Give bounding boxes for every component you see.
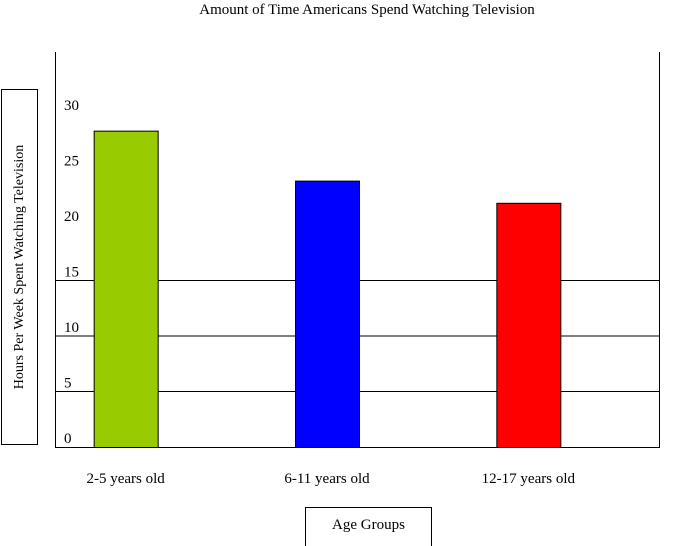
y-tick-labels: 0 5 10 15 20 25 30 (64, 98, 79, 447)
y-axis-label-box: Hours Per Week Spent Watching Television (1, 89, 38, 445)
x-axis-label: Age Groups (305, 507, 432, 546)
y-tick-label: 0 (64, 431, 72, 447)
y-tick-label: 10 (64, 320, 79, 336)
plot-frame (55, 52, 660, 448)
x-tick-label: 6-11 years old (284, 471, 370, 487)
y-tick-label: 20 (64, 209, 79, 225)
x-tick-labels: 2-5 years old 6-11 years old 12-17 years o… (87, 471, 576, 487)
bar (496, 202, 562, 448)
y-tick-label: 30 (64, 98, 79, 114)
x-tick-label: 2-5 years old (87, 471, 166, 487)
bar (295, 180, 360, 448)
chart-title: Amount of Time Americans Spend Watching … (199, 2, 535, 18)
bars (93, 130, 562, 448)
x-tick-label: 12-17 years old (482, 471, 576, 487)
y-tick-label: 15 (64, 265, 79, 281)
y-tick-label: 25 (64, 154, 79, 170)
y-tick-label: 5 (64, 376, 72, 392)
bar (93, 130, 159, 448)
